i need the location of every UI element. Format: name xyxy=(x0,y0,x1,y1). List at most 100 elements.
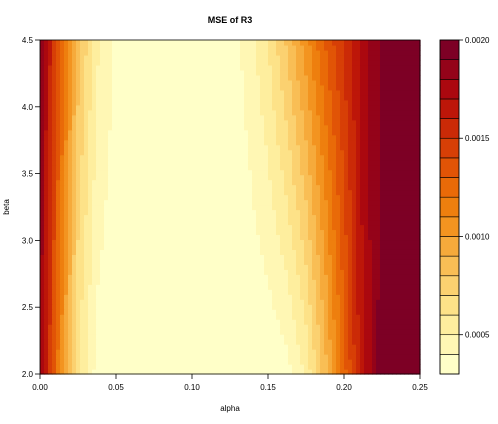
heatmap-cell xyxy=(196,269,201,275)
heatmap-cell xyxy=(384,124,389,131)
heatmap-cell xyxy=(156,174,161,181)
heatmap-cell xyxy=(144,344,149,350)
heatmap-cell xyxy=(160,344,165,350)
heatmap-cell xyxy=(208,209,213,216)
heatmap-cell xyxy=(344,364,349,370)
heatmap-cell xyxy=(348,124,353,131)
heatmap-cell xyxy=(104,129,109,136)
heatmap-cell xyxy=(68,179,73,186)
heatmap-cell xyxy=(412,199,417,206)
heatmap-cell xyxy=(172,224,177,231)
heatmap-cell xyxy=(96,224,101,231)
heatmap-cell xyxy=(268,114,273,121)
heatmap-cell xyxy=(96,184,101,191)
heatmap-cell xyxy=(136,119,141,126)
heatmap-cell xyxy=(252,159,257,166)
heatmap-cell xyxy=(304,184,309,191)
heatmap-cell xyxy=(208,369,213,375)
heatmap-cell xyxy=(356,359,361,365)
heatmap-cell xyxy=(272,214,277,221)
heatmap-cell xyxy=(252,214,257,221)
heatmap-cell xyxy=(336,204,341,211)
heatmap-cell xyxy=(212,329,217,335)
heatmap-cell xyxy=(132,239,137,245)
heatmap-cell xyxy=(276,369,281,375)
heatmap-cell xyxy=(276,169,281,176)
heatmap-cell xyxy=(240,314,245,320)
heatmap-cell xyxy=(368,359,373,365)
heatmap-cell xyxy=(344,319,349,325)
heatmap-cell xyxy=(124,149,129,156)
heatmap-cell xyxy=(80,114,85,121)
heatmap-cell xyxy=(104,109,109,116)
heatmap-cell xyxy=(268,194,273,201)
heatmap-cell xyxy=(216,224,221,231)
heatmap-cell xyxy=(260,229,265,236)
heatmap-cell xyxy=(176,174,181,181)
heatmap-cell xyxy=(380,199,385,206)
heatmap-cell xyxy=(304,134,309,141)
heatmap-cell xyxy=(384,324,389,330)
heatmap-cell xyxy=(44,309,49,315)
heatmap-cell xyxy=(224,184,229,191)
heatmap-cell xyxy=(228,344,233,350)
heatmap-cell xyxy=(148,354,153,360)
heatmap-cell xyxy=(172,369,177,375)
heatmap-cell xyxy=(260,119,265,126)
heatmap-cell xyxy=(60,369,65,375)
heatmap-cell xyxy=(408,314,413,320)
heatmap-cell xyxy=(228,274,233,280)
heatmap-cell xyxy=(340,349,345,355)
heatmap-cell xyxy=(340,319,345,325)
heatmap-cell xyxy=(48,219,53,226)
heatmap-cell xyxy=(260,114,265,121)
heatmap-cell xyxy=(104,184,109,191)
heatmap-cell xyxy=(352,239,357,245)
heatmap-cell xyxy=(204,174,209,181)
heatmap-cell xyxy=(80,159,85,166)
heatmap-cell xyxy=(60,249,65,255)
heatmap-cell xyxy=(320,359,325,365)
heatmap-cell xyxy=(340,129,345,136)
heatmap-cell xyxy=(372,209,377,216)
heatmap-cell xyxy=(320,174,325,181)
heatmap-cell xyxy=(108,194,113,201)
heatmap-cell xyxy=(304,284,309,290)
heatmap-cell xyxy=(368,249,373,255)
heatmap-cell xyxy=(384,209,389,216)
heatmap-cell xyxy=(304,304,309,310)
heatmap-cell xyxy=(160,294,165,300)
heatmap-cell xyxy=(372,199,377,206)
heatmap-cell xyxy=(40,134,45,141)
heatmap-cell xyxy=(44,204,49,211)
heatmap-cell xyxy=(192,194,197,201)
heatmap-cell xyxy=(368,314,373,320)
heatmap-cell xyxy=(56,174,61,181)
heatmap-cell xyxy=(408,284,413,290)
heatmap-cell xyxy=(100,304,105,310)
heatmap-cell xyxy=(100,184,105,191)
heatmap-cell xyxy=(72,254,77,260)
heatmap-cell xyxy=(96,174,101,181)
heatmap-cell xyxy=(176,354,181,360)
heatmap-cell xyxy=(68,224,73,231)
heatmap-cell xyxy=(300,369,305,375)
heatmap-cell xyxy=(264,144,269,151)
heatmap-cell xyxy=(308,119,313,126)
heatmap-cell xyxy=(72,129,77,136)
heatmap-cell xyxy=(392,114,397,121)
heatmap-cell xyxy=(316,304,321,310)
heatmap-cell xyxy=(232,159,237,166)
heatmap-cell xyxy=(332,369,337,375)
heatmap-cell xyxy=(216,119,221,126)
heatmap-cell xyxy=(268,244,273,250)
heatmap-cell xyxy=(160,179,165,186)
heatmap-cell xyxy=(360,219,365,226)
heatmap-cell xyxy=(204,244,209,250)
heatmap-cell xyxy=(316,114,321,121)
heatmap-cell xyxy=(216,324,221,330)
heatmap-cell xyxy=(188,149,193,156)
heatmap-cell xyxy=(136,184,141,191)
heatmap-cell xyxy=(372,279,377,285)
heatmap-cell xyxy=(120,134,125,141)
